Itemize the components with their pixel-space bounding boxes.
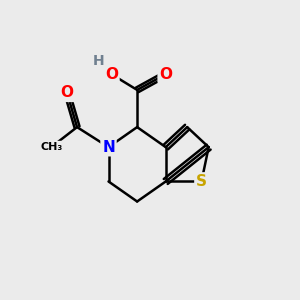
Text: CH₃: CH₃	[40, 142, 62, 152]
Text: N: N	[102, 140, 115, 154]
Text: S: S	[196, 174, 207, 189]
Text: O: O	[105, 67, 118, 82]
Text: O: O	[61, 85, 74, 100]
Text: H: H	[93, 54, 104, 68]
Text: O: O	[159, 67, 172, 82]
